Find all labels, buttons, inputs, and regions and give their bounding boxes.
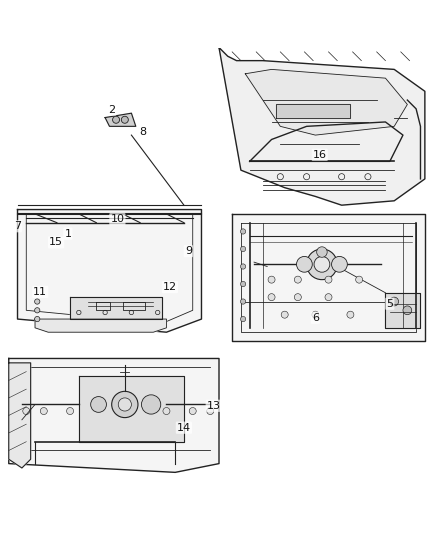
Circle shape xyxy=(332,256,347,272)
Circle shape xyxy=(35,299,40,304)
Circle shape xyxy=(240,264,246,269)
Polygon shape xyxy=(9,359,219,472)
Circle shape xyxy=(112,391,138,418)
Text: 15: 15 xyxy=(49,237,63,247)
Polygon shape xyxy=(232,214,425,341)
Circle shape xyxy=(240,299,246,304)
Circle shape xyxy=(240,229,246,234)
Circle shape xyxy=(325,276,332,283)
Circle shape xyxy=(67,408,74,415)
Polygon shape xyxy=(35,319,166,332)
Text: 6: 6 xyxy=(312,313,319,323)
Circle shape xyxy=(356,276,363,283)
Circle shape xyxy=(189,408,196,415)
Circle shape xyxy=(240,317,246,322)
Polygon shape xyxy=(245,69,407,135)
Circle shape xyxy=(35,317,40,322)
Circle shape xyxy=(307,249,337,280)
Circle shape xyxy=(312,311,319,318)
Circle shape xyxy=(141,395,161,414)
Text: 14: 14 xyxy=(177,423,191,433)
Circle shape xyxy=(40,408,47,415)
Text: 9: 9 xyxy=(185,246,192,256)
Polygon shape xyxy=(385,293,420,328)
Circle shape xyxy=(297,256,312,272)
Polygon shape xyxy=(18,209,201,332)
Circle shape xyxy=(294,294,301,301)
Text: 13: 13 xyxy=(207,401,221,411)
Text: 7: 7 xyxy=(14,221,21,231)
Circle shape xyxy=(23,408,30,415)
Circle shape xyxy=(207,408,214,415)
Circle shape xyxy=(347,311,354,318)
Text: 8: 8 xyxy=(140,127,147,136)
Polygon shape xyxy=(79,376,184,442)
Circle shape xyxy=(240,246,246,252)
Polygon shape xyxy=(219,47,425,205)
Text: 2: 2 xyxy=(108,104,115,115)
Circle shape xyxy=(163,408,170,415)
Text: 10: 10 xyxy=(110,214,124,224)
Polygon shape xyxy=(105,113,136,126)
Circle shape xyxy=(35,308,40,313)
Circle shape xyxy=(403,306,412,314)
Circle shape xyxy=(317,247,327,257)
Circle shape xyxy=(91,397,106,413)
Circle shape xyxy=(118,398,131,411)
Circle shape xyxy=(281,311,288,318)
Polygon shape xyxy=(9,363,31,468)
Text: 12: 12 xyxy=(163,282,177,292)
Circle shape xyxy=(294,276,301,283)
Text: 11: 11 xyxy=(33,287,47,297)
Polygon shape xyxy=(70,297,162,319)
Text: 1: 1 xyxy=(64,229,71,239)
Circle shape xyxy=(113,116,120,123)
Circle shape xyxy=(325,294,332,301)
Circle shape xyxy=(268,276,275,283)
Circle shape xyxy=(314,256,330,272)
Circle shape xyxy=(268,294,275,301)
Text: 5: 5 xyxy=(386,298,393,309)
Text: 16: 16 xyxy=(313,150,327,160)
Polygon shape xyxy=(276,104,350,118)
Circle shape xyxy=(240,281,246,287)
Circle shape xyxy=(390,297,399,306)
Circle shape xyxy=(121,116,128,123)
